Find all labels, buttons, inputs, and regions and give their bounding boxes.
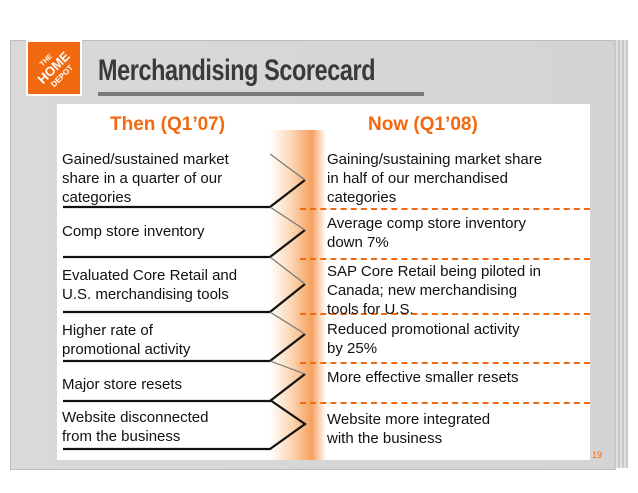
home-depot-logo: THE HOME DEPOT (26, 40, 82, 96)
now-item-2: Average comp store inventory down 7% (327, 215, 526, 251)
then-item-3: Evaluated Core Retail and U.S. merchandis… (62, 267, 238, 303)
now-item-3: SAP Core Retail being piloted in Canada; … (327, 263, 542, 318)
now-item-4: Reduced promotional activity by 25% (327, 321, 520, 357)
now-item-1: Gaining/sustaining market share in half o… (327, 151, 543, 206)
then-item-6: Website disconnected from the business (62, 409, 209, 445)
title-underline (98, 92, 424, 96)
row-divider (300, 402, 590, 404)
page-title: Merchandising Scorecard (98, 54, 376, 87)
page-number: 19 (592, 450, 603, 460)
row-divider (300, 258, 590, 260)
now-item-6: Website more integrated with the business (327, 411, 491, 447)
row-divider (300, 208, 590, 210)
then-item-5: Major store resets (62, 376, 183, 393)
now-column-heading: Now (Q1’08) (368, 114, 478, 135)
arrow-separator-6 (63, 399, 307, 451)
row-divider (300, 313, 590, 315)
then-item-1: Gained/sustained market share in a quarte… (62, 151, 229, 206)
then-column-heading: Then (Q1’07) (110, 114, 226, 135)
decorative-stripe (614, 40, 628, 468)
row-divider (300, 362, 590, 364)
then-item-4: Higher rate of promotional activity (62, 322, 191, 358)
then-item-2: Comp store inventory (62, 223, 205, 240)
now-item-5: More effective smaller resets (327, 369, 519, 386)
